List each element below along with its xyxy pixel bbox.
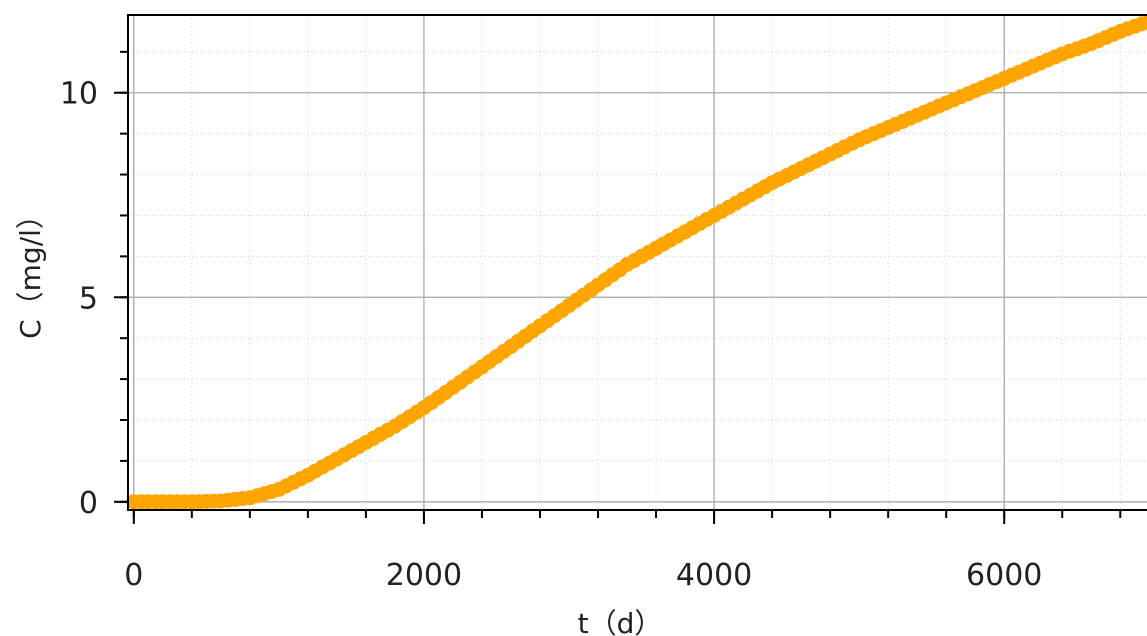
axis-ticks [114, 50, 1122, 524]
x-axis-title: t（d） [578, 607, 663, 636]
x-tick-label: 6000 [966, 558, 1042, 593]
y-axis-title: C（mg/l） [14, 201, 47, 339]
y-tick-label: 0 [79, 486, 98, 521]
major-grid [128, 15, 1147, 510]
data-series [126, 13, 1147, 510]
x-tick-label: 4000 [676, 558, 752, 593]
y-tick-label: 5 [79, 281, 98, 316]
x-axis-tick-labels: 0 2000 4000 6000 [124, 558, 1042, 593]
y-tick-label: 10 [60, 77, 98, 112]
plot-frame [127, 14, 1147, 511]
y-axis-tick-labels: 0 5 10 [60, 77, 98, 521]
x-tick-label: 2000 [386, 558, 462, 593]
data-point [1141, 13, 1147, 29]
x-tick-label: 0 [124, 558, 143, 593]
